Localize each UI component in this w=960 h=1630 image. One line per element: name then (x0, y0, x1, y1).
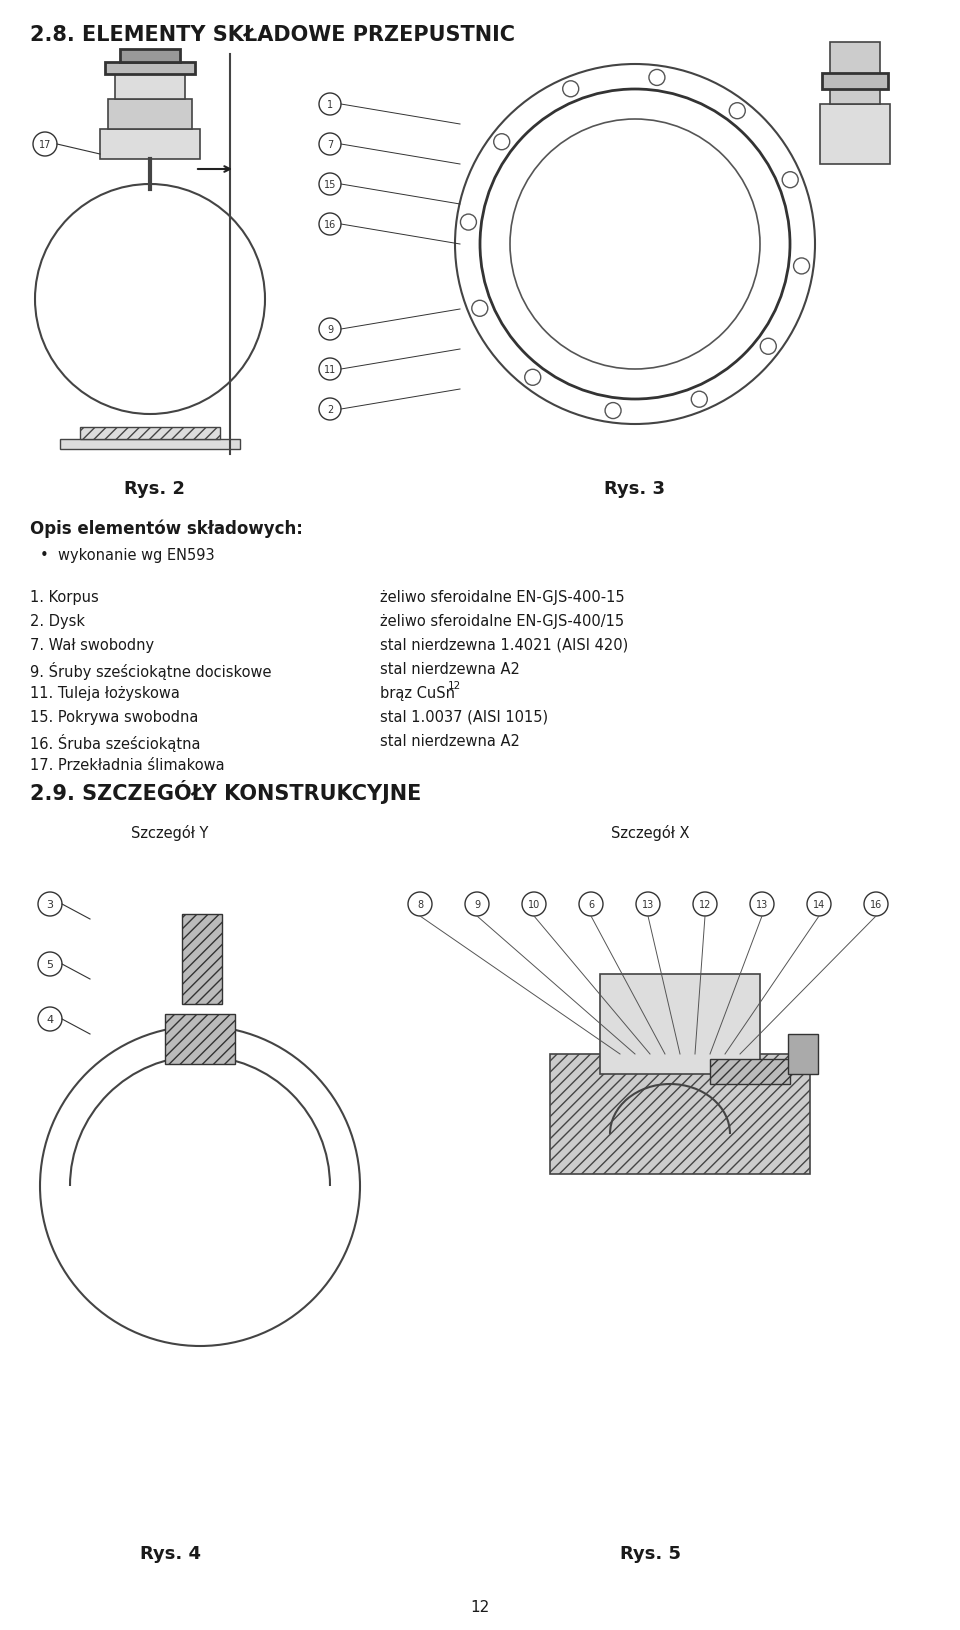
Text: 5: 5 (46, 960, 54, 970)
Text: 13: 13 (642, 900, 654, 910)
Text: żeliwo sferoidalne EN-GJS-400/15: żeliwo sferoidalne EN-GJS-400/15 (380, 613, 624, 629)
Text: 6: 6 (588, 900, 594, 910)
Text: 2.8. ELEMENTY SKŁADOWE PRZEPUSTNIC: 2.8. ELEMENTY SKŁADOWE PRZEPUSTNIC (30, 24, 515, 46)
Text: 11: 11 (324, 365, 336, 375)
Text: Rys. 4: Rys. 4 (139, 1544, 201, 1562)
Text: stal nierdzewna 1.4021 (AISI 420): stal nierdzewna 1.4021 (AISI 420) (380, 637, 628, 652)
Text: Rys. 2: Rys. 2 (125, 479, 185, 497)
Bar (165, 1014, 235, 1064)
Text: 9: 9 (327, 324, 333, 334)
Text: Szczegół Y: Szczegół Y (132, 825, 208, 841)
Text: 16: 16 (324, 220, 336, 230)
Text: Szczegół X: Szczegół X (611, 825, 689, 841)
Bar (830, 42, 880, 104)
Text: 16: 16 (870, 900, 882, 910)
Text: 12: 12 (470, 1599, 490, 1614)
Bar (115, 70, 185, 99)
Bar (105, 64, 195, 75)
Text: 17: 17 (38, 140, 51, 150)
Text: 1: 1 (327, 99, 333, 109)
Text: Rys. 3: Rys. 3 (605, 479, 665, 497)
Text: stal nierdzewna A2: stal nierdzewna A2 (380, 662, 520, 676)
Bar (60, 440, 240, 450)
Text: Rys. 5: Rys. 5 (619, 1544, 681, 1562)
Text: 13: 13 (756, 900, 768, 910)
Bar (820, 104, 890, 165)
Text: 8: 8 (417, 900, 423, 910)
Bar (822, 73, 888, 90)
Text: •: • (40, 548, 49, 562)
Text: 17. Przekładnia ślimakowa: 17. Przekładnia ślimakowa (30, 758, 225, 773)
Text: 4: 4 (46, 1014, 54, 1024)
Bar (100, 130, 200, 160)
Text: 14: 14 (813, 900, 826, 910)
Text: stal 1.0037 (AISI 1015): stal 1.0037 (AISI 1015) (380, 709, 548, 725)
Text: 11. Tuleja łożyskowa: 11. Tuleja łożyskowa (30, 686, 180, 701)
Bar (108, 99, 192, 130)
Text: 2: 2 (326, 404, 333, 414)
Text: 3: 3 (46, 900, 54, 910)
Text: 7: 7 (326, 140, 333, 150)
Text: 12: 12 (699, 900, 711, 910)
Text: 10: 10 (528, 900, 540, 910)
Bar (80, 427, 220, 440)
Text: 1. Korpus: 1. Korpus (30, 590, 99, 605)
Text: 12: 12 (448, 681, 461, 691)
Bar (182, 914, 222, 1004)
Text: 2. Dysk: 2. Dysk (30, 613, 85, 629)
Bar (550, 1055, 810, 1174)
Text: 15: 15 (324, 179, 336, 189)
Text: 2.9. SZCZEGÓŁY KONSTRUKCYJNE: 2.9. SZCZEGÓŁY KONSTRUKCYJNE (30, 779, 421, 804)
Bar (788, 1035, 818, 1074)
Text: brąz CuSn: brąz CuSn (380, 686, 455, 701)
Text: 9. Śruby sześciokątne dociskowe: 9. Śruby sześciokątne dociskowe (30, 662, 272, 680)
Bar (120, 51, 180, 64)
Text: 9: 9 (474, 900, 480, 910)
Text: 16. Śruba sześciokątna: 16. Śruba sześciokątna (30, 734, 201, 751)
Text: 15. Pokrywa swobodna: 15. Pokrywa swobodna (30, 709, 199, 725)
Bar (600, 975, 760, 1074)
Bar (710, 1060, 790, 1084)
Text: Opis elementów składowych:: Opis elementów składowych: (30, 520, 302, 538)
Text: wykonanie wg EN593: wykonanie wg EN593 (58, 548, 215, 562)
Text: 7. Wał swobodny: 7. Wał swobodny (30, 637, 155, 652)
Text: stal nierdzewna A2: stal nierdzewna A2 (380, 734, 520, 748)
Text: żeliwo sferoidalne EN-GJS-400-15: żeliwo sferoidalne EN-GJS-400-15 (380, 590, 625, 605)
